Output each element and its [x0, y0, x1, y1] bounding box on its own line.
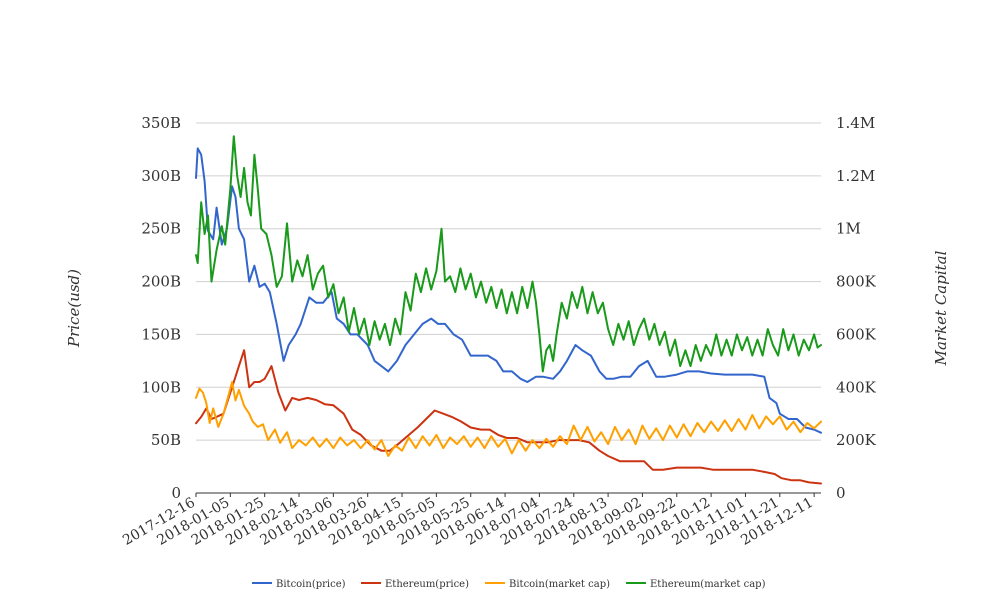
- series-line-bitcoin-market-cap: [195, 381, 822, 457]
- left-tick-label: 150B: [141, 325, 181, 343]
- right-axis-ticks: 0 200K 400K 600K 800K 1M 1.2M 1.4M: [836, 114, 877, 502]
- right-axis-title: Market Capital: [932, 250, 950, 366]
- legend-label: Ethereum(market cap): [650, 579, 766, 590]
- left-tick-label: 250B: [141, 220, 181, 238]
- left-axis-title: Price(usd): [65, 269, 83, 348]
- right-tick-label: 400K: [836, 378, 877, 396]
- grid-lines: [196, 122, 821, 441]
- legend-label: Bitcoin(price): [276, 579, 346, 590]
- left-tick-label: 200B: [141, 273, 181, 291]
- right-tick-label: 800K: [836, 273, 877, 291]
- right-tick-label: 1M: [836, 220, 861, 238]
- legend: Bitcoin(price) Ethereum(price) Bitcoin(mar…: [252, 579, 766, 590]
- x-axis-ticks: 2017-12-162018-01-052018-01-252018-02-14…: [120, 493, 816, 549]
- series-lines: [195, 135, 822, 485]
- right-tick-label: 600K: [836, 325, 877, 343]
- left-tick-label: 0: [171, 484, 181, 502]
- right-tick-label: 200K: [836, 431, 877, 449]
- legend-label: Bitcoin(market cap): [509, 579, 610, 590]
- legend-label: Ethereum(price): [385, 579, 469, 590]
- right-tick-label: 1.4M: [836, 114, 875, 132]
- left-tick-label: 50B: [151, 431, 181, 449]
- right-tick-label: 1.2M: [836, 167, 875, 185]
- series-line-bitcoin-price: [195, 147, 822, 434]
- series-line-ethereum-market-cap: [195, 135, 822, 373]
- left-tick-label: 350B: [141, 114, 181, 132]
- series-line-ethereum-price: [195, 349, 822, 485]
- left-axis-ticks: 0 50B 100B 150B 200B 250B 300B 350B: [141, 114, 181, 502]
- right-tick-label: 0: [836, 484, 846, 502]
- left-tick-label: 100B: [141, 378, 181, 396]
- left-tick-label: 300B: [141, 167, 181, 185]
